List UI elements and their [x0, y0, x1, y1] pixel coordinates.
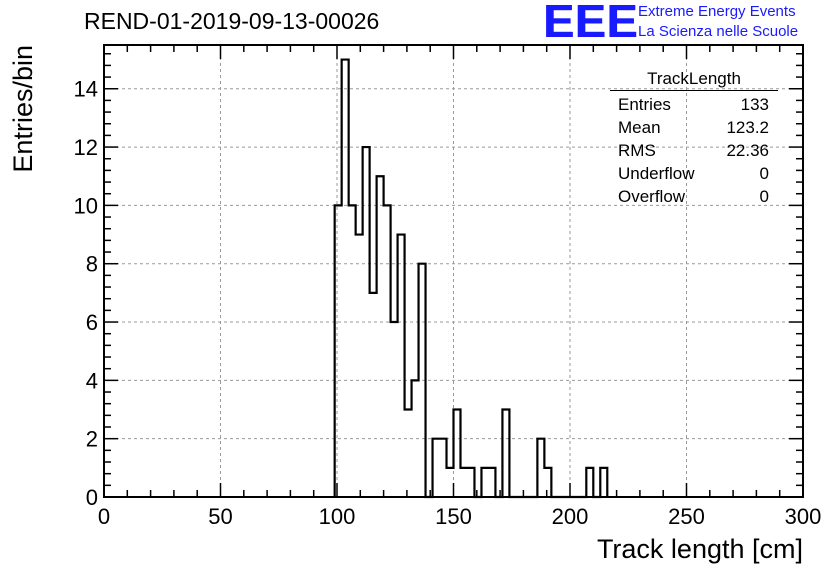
stats-key: Underflow [618, 164, 695, 183]
y-tick-label: 8 [86, 252, 98, 277]
stats-box-title: TrackLength [610, 68, 778, 91]
histogram-bin [391, 322, 398, 497]
stats-key: Mean [618, 118, 661, 137]
stats-box: TrackLength Entries 133 Mean 123.2 RMS 2… [610, 68, 778, 208]
y-tick-label: 0 [86, 485, 98, 510]
histogram-bin [467, 468, 474, 497]
histogram-bin [600, 468, 607, 497]
stats-row-overflow: Overflow 0 [610, 185, 778, 208]
histogram-bin [384, 205, 391, 497]
x-tick-label: 0 [98, 504, 110, 529]
histogram-bin [370, 293, 377, 497]
histogram-bin [537, 439, 544, 497]
histogram-bin [419, 264, 426, 497]
histogram-bin [488, 468, 495, 497]
x-tick-label: 150 [435, 504, 472, 529]
x-tick-label: 300 [785, 504, 822, 529]
logo-line-2: La Scienza nelle Scuole [638, 23, 799, 40]
stats-value: 0 [759, 187, 769, 206]
y-tick-label: 4 [86, 368, 98, 393]
histogram-bin [586, 468, 593, 497]
y-tick-label: 2 [86, 427, 98, 452]
histogram-bin [398, 235, 405, 497]
histogram-bin [356, 235, 363, 497]
x-tick-label: 250 [668, 504, 705, 529]
histogram-bin [454, 410, 461, 497]
y-tick-label: 12 [74, 135, 98, 160]
stats-row-underflow: Underflow 0 [610, 162, 778, 185]
y-axis-label: Entries/bin [8, 45, 38, 173]
stats-value: 0 [759, 164, 769, 183]
histogram-bin [342, 60, 349, 497]
histogram-bin [447, 468, 454, 497]
eee-logo-mark: EEE [543, 0, 639, 47]
y-tick-label: 14 [74, 77, 98, 102]
histogram-bin [502, 410, 509, 497]
logo-line-1: Extreme Energy Events [638, 3, 796, 20]
stats-value: 133 [740, 95, 769, 114]
stats-key: Overflow [618, 187, 686, 206]
histogram-bin [349, 205, 356, 497]
y-tick-label: 6 [86, 310, 98, 335]
stats-key: Entries [618, 95, 671, 114]
x-tick-label: 50 [208, 504, 232, 529]
histogram-bin [412, 380, 419, 497]
stats-value: 22.36 [726, 141, 769, 160]
histogram-bin [335, 205, 342, 497]
stats-row-entries: Entries 133 [610, 93, 778, 116]
histogram-bin [460, 468, 467, 497]
histogram-bin [433, 439, 440, 497]
stats-key: RMS [618, 141, 656, 160]
histogram-bin [405, 410, 412, 497]
histogram-bin [363, 147, 370, 497]
histogram-bin [481, 468, 488, 497]
stats-value: 123.2 [726, 118, 769, 137]
histogram-bin [377, 176, 384, 497]
stats-row-mean: Mean 123.2 [610, 116, 778, 139]
x-axis-label: Track length [cm] [597, 534, 803, 564]
run-title: REND-01-2019-09-13-00026 [84, 8, 380, 34]
y-tick-label: 10 [74, 193, 98, 218]
stats-row-rms: RMS 22.36 [610, 139, 778, 162]
histogram-bin [544, 468, 551, 497]
x-tick-label: 100 [319, 504, 356, 529]
histogram-bin [440, 439, 447, 497]
x-tick-label: 200 [552, 504, 589, 529]
